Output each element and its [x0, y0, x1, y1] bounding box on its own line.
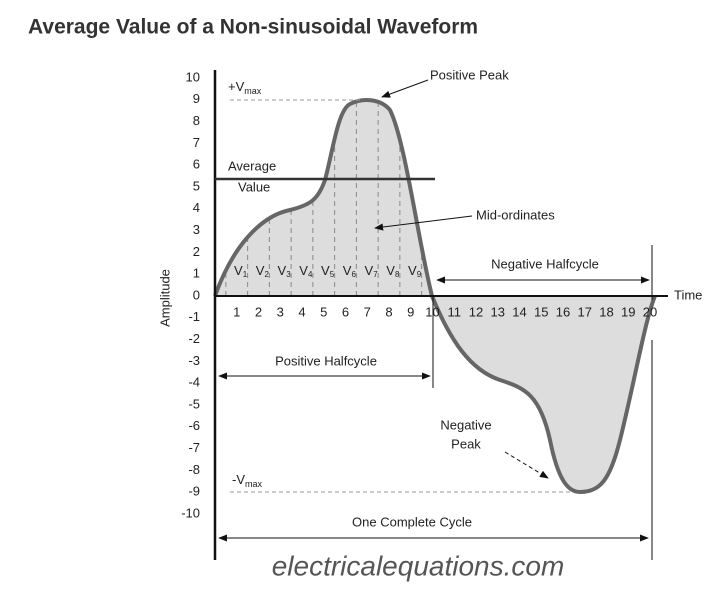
- mid-ordinate-letter: V: [386, 263, 395, 278]
- y-tick-label: 1: [193, 266, 200, 281]
- mid-ordinate-letter: V: [256, 263, 265, 278]
- y-tick-label: 10: [186, 69, 200, 84]
- mid-ordinate-index: 6: [351, 270, 356, 279]
- mid-ordinate-label: V2: [256, 263, 270, 279]
- y-tick-label: 0: [193, 287, 200, 302]
- mid-ordinate-label: V3: [278, 263, 292, 279]
- y-tick-label: -5: [188, 396, 200, 411]
- mid-ordinate-index: 1: [243, 270, 248, 279]
- y-tick-label: -4: [188, 375, 200, 390]
- mid-ordinate-label: V6: [343, 263, 357, 279]
- x-tick-label: 11: [448, 304, 462, 319]
- mid-ordinate-letter: V: [365, 263, 374, 278]
- mid-ordinate-label: V8: [386, 263, 400, 279]
- mid-ordinate-letter: V: [321, 263, 330, 278]
- y-tick-label: -1: [188, 309, 200, 324]
- y-tick-label: 5: [193, 178, 200, 193]
- mid-ordinate-label: V1: [234, 263, 248, 279]
- mid-ordinate-index: 2: [264, 270, 269, 279]
- negative-peak-label: Peak: [451, 436, 481, 451]
- positive-peak-label: Positive Peak: [430, 67, 509, 82]
- x-tick-label: 1: [233, 304, 240, 319]
- mid-ordinate-index: 7: [373, 270, 378, 279]
- complete-cycle-label: One Complete Cycle: [352, 514, 472, 529]
- mid-ordinate-index: 8: [395, 270, 400, 279]
- x-tick-label: 4: [298, 304, 305, 319]
- y-tick-label: -3: [188, 353, 200, 368]
- x-tick-label: 5: [320, 304, 327, 319]
- y-tick-label: 3: [193, 222, 200, 237]
- average-label: Average: [228, 158, 276, 173]
- mid-ordinate-letter: V: [408, 263, 417, 278]
- x-tick-label: 13: [491, 304, 505, 319]
- y-axis-label: Amplitude: [157, 269, 172, 327]
- mid-ordinate-index: 5: [330, 270, 335, 279]
- x-tick-label: 8: [385, 304, 392, 319]
- negative-area: [432, 296, 655, 492]
- x-tick-label: 10: [425, 304, 439, 319]
- watermark: electricalequations.com: [272, 550, 565, 581]
- x-tick-label: 6: [342, 304, 349, 319]
- y-tick-label: 6: [193, 157, 200, 172]
- x-tick-label: 2: [255, 304, 262, 319]
- x-tick-label: 3: [277, 304, 284, 319]
- positive-halfcycle-label: Positive Halfcycle: [275, 353, 377, 368]
- mid-ordinate-index: 4: [308, 270, 313, 279]
- mid-ordinate-letter: V: [234, 263, 243, 278]
- x-tick-label: 12: [469, 304, 483, 319]
- neg-vmax-label: -Vmax: [232, 472, 263, 489]
- mid-ordinate-label: V9: [408, 263, 422, 279]
- y-tick-label: 4: [193, 200, 200, 215]
- mid-ordinate-label: V5: [321, 263, 335, 279]
- arrow: [504, 451, 549, 479]
- negative-peak-label: Negative: [440, 417, 491, 432]
- y-tick-label: -9: [188, 484, 200, 499]
- title: Average Value of a Non-sinusoidal Wavefo…: [28, 16, 478, 39]
- negative-halfcycle-label: Negative Halfcycle: [491, 256, 599, 271]
- mid-ordinate-letter: V: [299, 263, 308, 278]
- y-tick-label: -7: [188, 440, 200, 455]
- y-tick-label: 7: [193, 135, 200, 150]
- average-label: Value: [238, 179, 270, 194]
- x-tick-label: 18: [599, 304, 613, 319]
- x-tick-label: 16: [556, 304, 570, 319]
- y-tick-label: -6: [188, 418, 200, 433]
- mid-ordinate-index: 3: [286, 270, 291, 279]
- arrow: [381, 79, 429, 98]
- x-tick-label: 14: [512, 304, 526, 319]
- y-tick-label: -8: [188, 462, 200, 477]
- arrow: [374, 215, 473, 231]
- y-tick-label: -2: [188, 331, 200, 346]
- x-tick-label: 7: [364, 304, 371, 319]
- y-tick-label: -10: [181, 505, 200, 520]
- mid-ordinate-letter: V: [278, 263, 287, 278]
- x-tick-label: 20: [643, 304, 657, 319]
- mid-ordinate-letter: V: [343, 263, 352, 278]
- mid-ordinate-index: 9: [417, 270, 422, 279]
- y-tick-label: 9: [193, 91, 200, 106]
- x-tick-label: 17: [578, 304, 592, 319]
- y-tick-label: 8: [193, 113, 200, 128]
- x-tick-label: 19: [621, 304, 635, 319]
- x-axis-label: Time: [674, 287, 702, 302]
- y-tick-label: 2: [193, 244, 200, 259]
- x-tick-label: 9: [407, 304, 414, 319]
- mid-ordinate-label: V4: [299, 263, 313, 279]
- mid-ordinate-label: V7: [365, 263, 379, 279]
- x-tick-label: 15: [534, 304, 548, 319]
- mid-ordinates-label: Mid-ordinates: [476, 207, 555, 222]
- vmax-label: +Vmax: [228, 79, 262, 96]
